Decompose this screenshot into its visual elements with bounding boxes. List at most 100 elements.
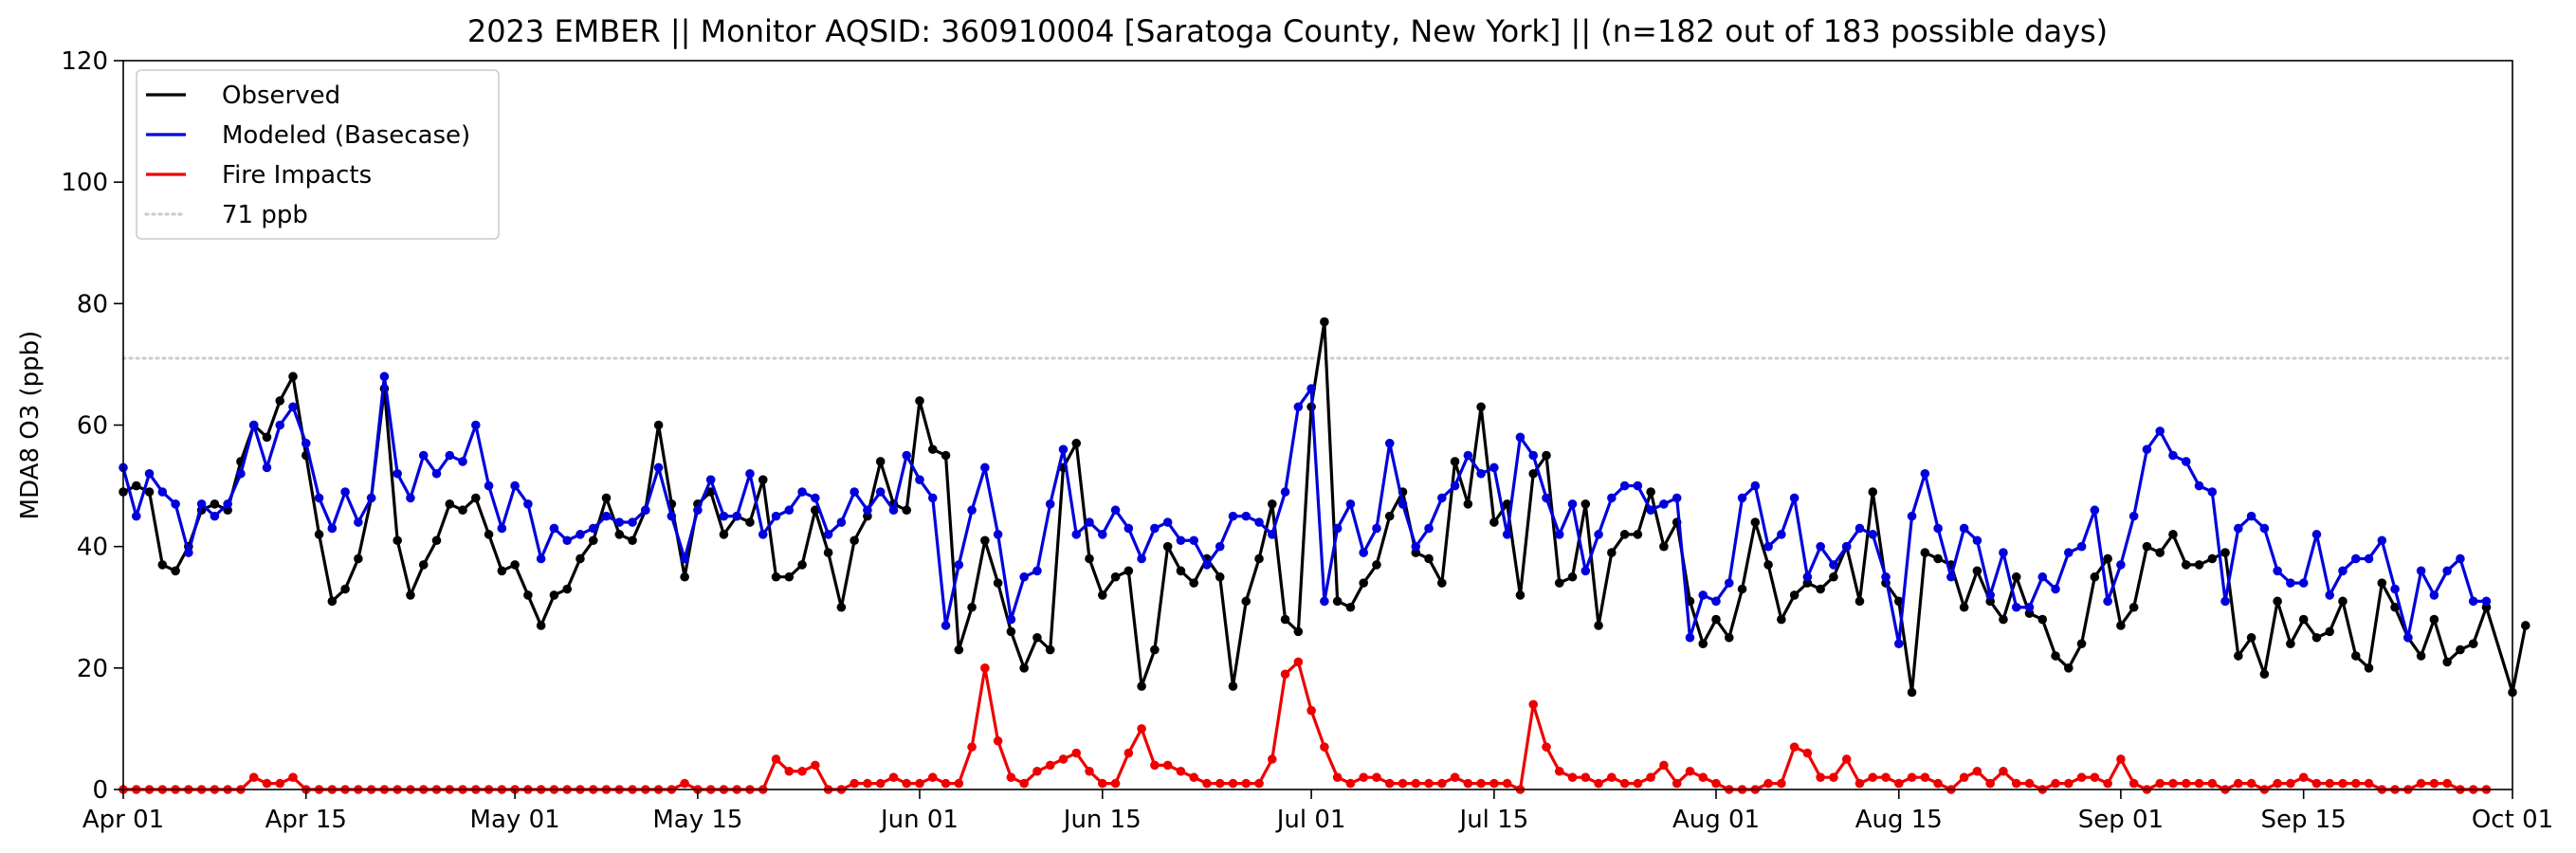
data-point <box>1933 554 1943 564</box>
data-point <box>497 566 507 576</box>
data-point <box>2037 614 2048 625</box>
x-axis: Apr 01 Apr 15 May 01 May 15 Jun 01 Jun 15 Jul … <box>82 789 2553 834</box>
data-point <box>784 505 795 516</box>
data-point <box>2207 554 2218 564</box>
data-point <box>458 505 467 516</box>
data-point <box>2325 590 2335 600</box>
data-point <box>1332 523 1343 534</box>
data-point <box>1372 772 1381 782</box>
data-point <box>171 499 180 509</box>
data-point <box>1137 554 1146 564</box>
data-point <box>1437 578 1447 588</box>
data-point <box>850 487 859 497</box>
data-point <box>601 511 612 521</box>
data-point <box>614 530 625 539</box>
data-point <box>1737 493 1747 503</box>
y-tick-label: 80 <box>77 290 108 318</box>
data-point <box>2246 778 2256 789</box>
data-point <box>2024 602 2035 612</box>
data-point <box>1384 511 1395 521</box>
data-point <box>1685 632 1695 643</box>
data-point <box>2064 548 2074 557</box>
data-point <box>1293 626 1304 637</box>
data-point <box>2390 602 2400 612</box>
data-point <box>2416 566 2426 576</box>
data-point <box>1646 487 1655 497</box>
data-point <box>1841 754 1852 764</box>
data-point <box>588 523 598 534</box>
data-point <box>1006 772 1016 782</box>
data-point <box>1332 772 1343 782</box>
data-point <box>1268 754 1277 764</box>
data-point <box>1724 578 1734 588</box>
data-point <box>275 778 285 789</box>
legend-box <box>136 69 500 240</box>
data-point <box>562 535 572 546</box>
data-point <box>1124 523 1134 534</box>
data-point <box>1999 766 2008 776</box>
data-point <box>1384 778 1395 789</box>
data-point <box>941 621 951 630</box>
data-point <box>458 457 467 466</box>
data-point <box>927 445 938 454</box>
data-point <box>1763 778 1773 789</box>
legend-label: Observed <box>222 82 340 110</box>
data-point <box>915 475 924 484</box>
data-point <box>1594 621 1603 630</box>
x-tick-label: Sep 01 <box>2078 806 2164 834</box>
data-point <box>1999 614 2008 625</box>
data-point <box>1763 541 1773 552</box>
data-point <box>993 578 1003 588</box>
data-point <box>1176 766 1186 776</box>
data-point <box>2024 778 2035 789</box>
data-point <box>1777 778 1786 789</box>
data-point <box>2273 596 2282 607</box>
data-point <box>1241 596 1251 607</box>
data-point <box>1202 778 1212 789</box>
data-point <box>288 372 298 382</box>
data-point <box>1959 602 1969 612</box>
data-point <box>510 481 520 491</box>
data-point <box>1306 705 1316 716</box>
data-point <box>836 517 847 527</box>
data-point <box>445 499 455 509</box>
data-point <box>523 499 533 509</box>
data-point <box>797 560 807 570</box>
data-point <box>1607 548 1617 557</box>
data-point <box>2051 584 2060 594</box>
data-point <box>1933 523 1943 534</box>
data-point <box>641 505 650 516</box>
data-point <box>2116 560 2126 570</box>
data-point <box>2364 778 2374 789</box>
data-point <box>614 517 625 527</box>
data-point <box>1254 778 1264 789</box>
data-point <box>1463 778 1473 789</box>
data-point <box>915 778 924 789</box>
data-point <box>732 511 742 521</box>
data-point <box>954 560 964 570</box>
data-point <box>1659 499 1669 509</box>
data-point <box>1097 778 1107 789</box>
data-point <box>262 778 272 789</box>
data-point <box>1345 499 1356 509</box>
data-point <box>379 372 390 382</box>
data-point <box>588 535 598 546</box>
data-point <box>2429 778 2439 789</box>
data-point <box>1594 530 1603 539</box>
data-point <box>680 554 689 564</box>
data-point <box>2142 541 2152 552</box>
data-point <box>902 505 912 516</box>
data-point <box>2468 596 2478 607</box>
data-point <box>1280 669 1290 680</box>
data-point <box>902 450 912 461</box>
data-point <box>471 493 481 503</box>
data-point <box>2273 566 2282 576</box>
data-point <box>484 530 494 539</box>
data-point <box>1750 481 1761 491</box>
data-point <box>1672 493 1682 503</box>
data-point <box>196 499 207 509</box>
data-point <box>1411 778 1421 789</box>
data-point <box>1854 523 1865 534</box>
data-point <box>745 468 755 479</box>
